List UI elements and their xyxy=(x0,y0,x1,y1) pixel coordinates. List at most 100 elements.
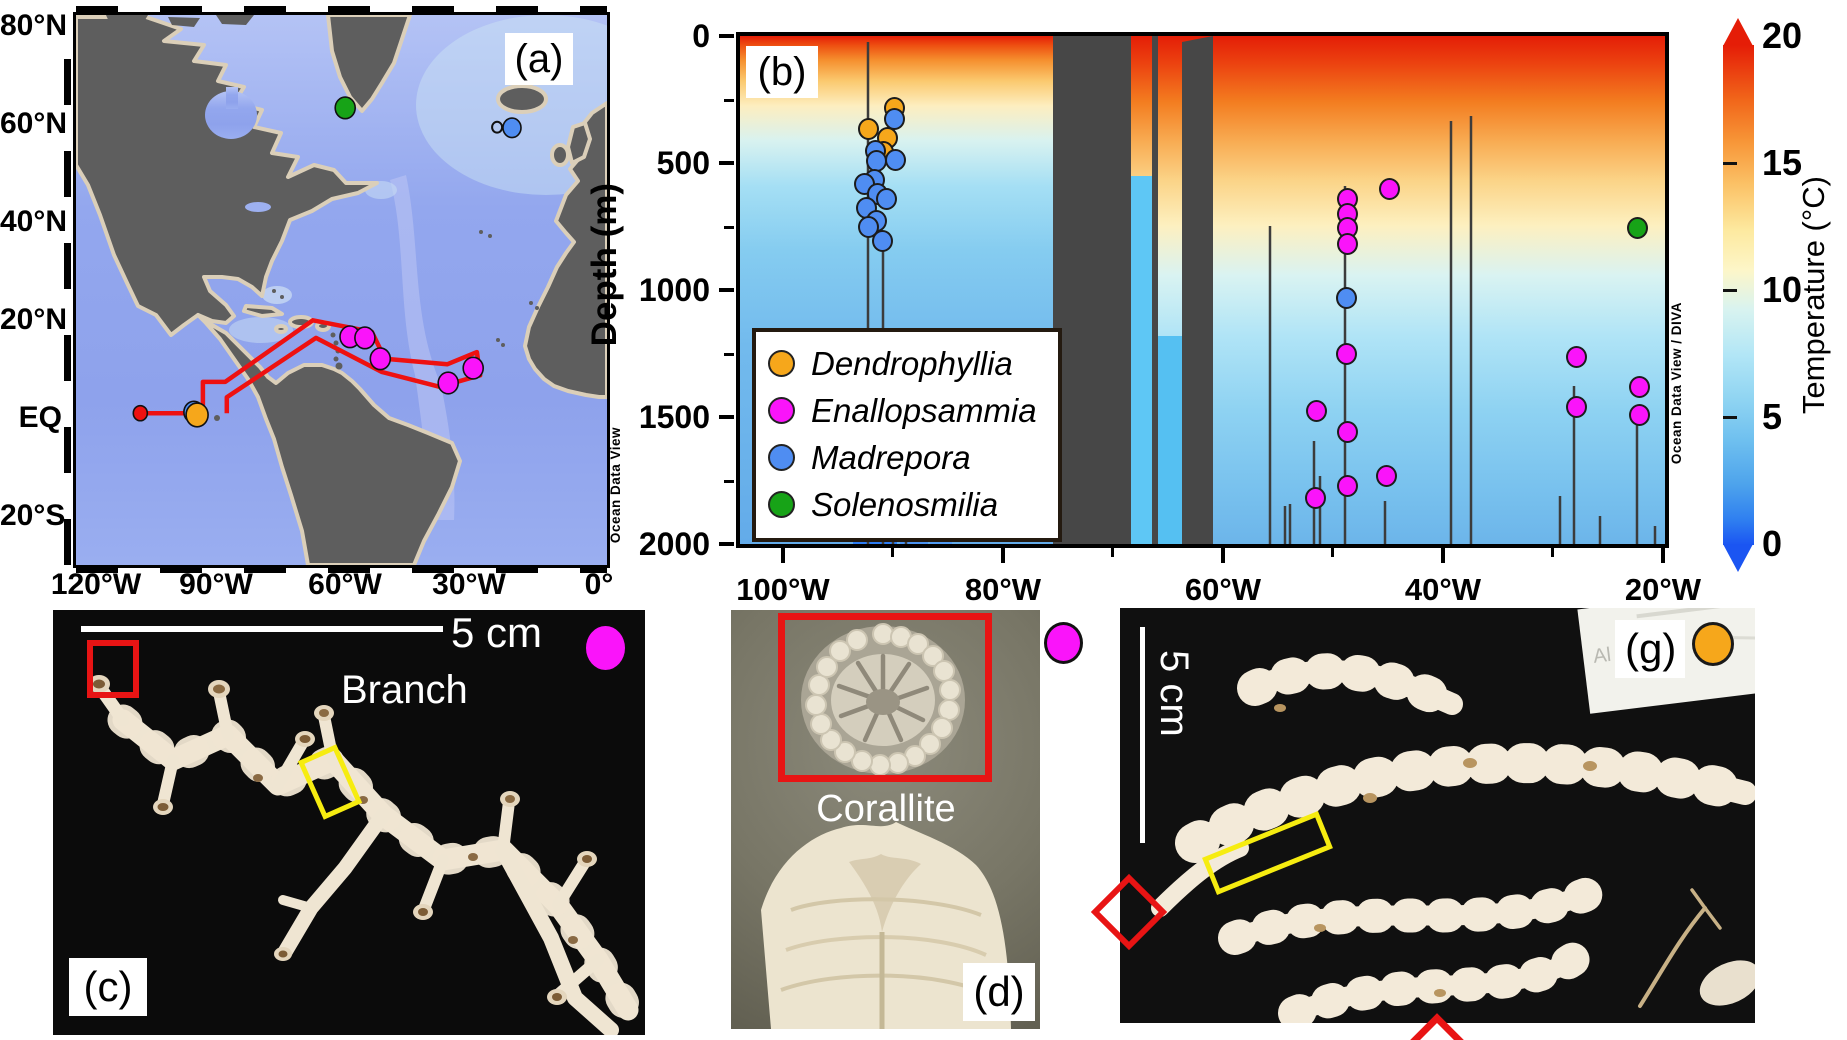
colorbar-tick-label: 10 xyxy=(1762,269,1803,310)
section-lon-label: 40°W xyxy=(1404,572,1482,607)
lat-tick-label: EQ xyxy=(18,400,62,434)
depth-tick-label: 500 xyxy=(656,145,710,181)
lat-tick-label: 20°N xyxy=(0,302,68,336)
legend-swatch xyxy=(768,491,795,518)
depth-tick-label: 1000 xyxy=(638,272,710,308)
specimen-dot-enallopsammia xyxy=(1629,376,1651,398)
map-marker-unidentified xyxy=(491,120,504,134)
map-marker-enallopsammia xyxy=(437,371,460,395)
lat-tick-label: 60°N xyxy=(0,106,68,140)
legend-swatch xyxy=(768,397,795,424)
legend-item-dendrophyllia: Dendrophyllia xyxy=(768,340,1046,387)
specimen-dot-madrepora xyxy=(1335,287,1357,310)
photo-panel-g: Al (g) 5 cm xyxy=(1120,608,1755,1023)
scale-bar-label-g: 5 cm xyxy=(1152,650,1196,737)
lat-tick-label: 20°S xyxy=(0,498,66,532)
colorbar-tick-label: 15 xyxy=(1762,142,1803,183)
section-plot: (b) Dendrophyllia Enallopsammia Madrepor… xyxy=(736,32,1669,548)
depth-tick-label: 1500 xyxy=(638,399,710,435)
legend-label: Madrepora xyxy=(811,439,971,476)
panel-d-label: (d) xyxy=(963,963,1035,1021)
specimen-dot-enallopsammia xyxy=(1306,400,1327,423)
depth-tick-label: 0 xyxy=(692,18,710,54)
lon-tick-label: 30°W xyxy=(432,568,506,601)
map-tick-dashes-top xyxy=(76,6,607,13)
depth-axis-title: Depth (m) xyxy=(585,183,624,347)
colorbar-arrow-down xyxy=(1723,544,1753,572)
lon-tick-label: 90°W xyxy=(179,568,253,601)
colorbar-tick-label: 0 xyxy=(1762,523,1783,564)
colorbar-arrow-up xyxy=(1723,18,1753,46)
specimen-dot-madrepora xyxy=(884,148,906,171)
cruise-track xyxy=(140,318,483,416)
photo-panel-d: Corallite (d) xyxy=(731,610,1040,1029)
map-marker-madrepora xyxy=(502,117,522,139)
lon-tick-label: 60°W xyxy=(308,568,382,601)
panel-c-label: (c) xyxy=(69,958,147,1016)
panel-b-label: (b) xyxy=(746,46,818,98)
specimen-dot-madrepora xyxy=(883,108,905,130)
map-panel xyxy=(73,12,610,568)
legend-label: Enallopsammia xyxy=(811,392,1037,429)
specimen-dot-enallopsammia xyxy=(1629,404,1651,426)
temperature-colorbar xyxy=(1723,45,1754,545)
specimen-dots-layer xyxy=(740,36,1665,544)
scale-bar-c xyxy=(81,626,443,632)
map-marker-enallopsammia xyxy=(369,347,392,371)
panel-g-label: (g) xyxy=(1615,620,1685,678)
specimen-dot-enallopsammia xyxy=(1565,345,1587,368)
lat-tick-label: 40°N xyxy=(0,204,68,238)
photo-panel-c: 5 cm Branch (c) xyxy=(53,610,645,1035)
corallite-highlight-box-c xyxy=(87,640,139,698)
map-tick-dashes-bottom xyxy=(76,566,607,573)
map-marker-dendrophyllia xyxy=(185,402,209,428)
colorbar-title: Temperature (°C) xyxy=(1796,175,1831,415)
legend-item-enallopsammia: Enallopsammia xyxy=(768,387,1046,434)
legend-label: Solenosmilia xyxy=(811,486,999,523)
lon-tick-label: 0° xyxy=(584,568,614,601)
map-marker-solenosmilia xyxy=(334,96,357,120)
corallite-annotation: Corallite xyxy=(816,788,956,830)
specimen-dot-dendrophyllia xyxy=(858,118,880,141)
legend-item-madrepora: Madrepora xyxy=(768,434,1046,481)
section-lon-label: 80°W xyxy=(964,572,1042,607)
genus-legend: Dendrophyllia Enallopsammia Madrepora So… xyxy=(752,328,1062,542)
specimen-dot-enallopsammia xyxy=(1378,177,1400,200)
lon-tick-label: 120°W xyxy=(50,568,142,601)
specimen-dot-solenosmilia xyxy=(1627,217,1649,240)
specimen-dot-madrepora xyxy=(875,188,897,211)
section-lon-label: 20°W xyxy=(1624,572,1702,607)
species-marker-magenta-d xyxy=(1044,622,1083,664)
legend-item-solenosmilia: Solenosmilia xyxy=(768,481,1046,528)
coral-branches-illustration xyxy=(1151,653,1755,1023)
depth-tick-label: 2000 xyxy=(638,526,710,562)
legend-swatch xyxy=(768,444,795,471)
specimen-dot-madrepora xyxy=(871,230,893,252)
map-marker-enallopsammia xyxy=(462,356,485,380)
lat-tick-label: 80°N xyxy=(0,8,68,42)
map-illustration xyxy=(76,15,607,565)
scale-bar-label-c: 5 cm xyxy=(451,610,543,656)
panel-a-label: (a) xyxy=(505,33,573,85)
colorbar-tick-label: 5 xyxy=(1762,396,1783,437)
species-marker-orange xyxy=(1692,622,1734,666)
species-marker-magenta xyxy=(586,626,625,670)
specimen-dot-enallopsammia xyxy=(1565,396,1587,419)
specimen-dot-enallopsammia xyxy=(1304,486,1326,509)
coral-branch-illustration xyxy=(88,675,644,1035)
colorbar-tick-label: 20 xyxy=(1762,15,1803,56)
card-text: Al xyxy=(1591,643,1613,668)
section-lon-label: 60°W xyxy=(1184,572,1262,607)
scale-bar-g xyxy=(1140,627,1145,843)
map-marker-track-start xyxy=(132,404,149,422)
specimen-dot-enallopsammia xyxy=(1336,420,1358,443)
bathymetry-silhouette xyxy=(853,36,1657,544)
specimen-dot-enallopsammia xyxy=(1336,232,1358,255)
section-credit: Ocean Data View / DIVA xyxy=(1669,301,1684,465)
branch-annotation: Branch xyxy=(341,668,468,712)
specimen-dot-enallopsammia xyxy=(1376,464,1398,487)
map-tick-dashes-left xyxy=(64,15,71,565)
section-lon-label: 100°W xyxy=(736,572,830,607)
legend-label: Dendrophyllia xyxy=(811,345,1013,382)
